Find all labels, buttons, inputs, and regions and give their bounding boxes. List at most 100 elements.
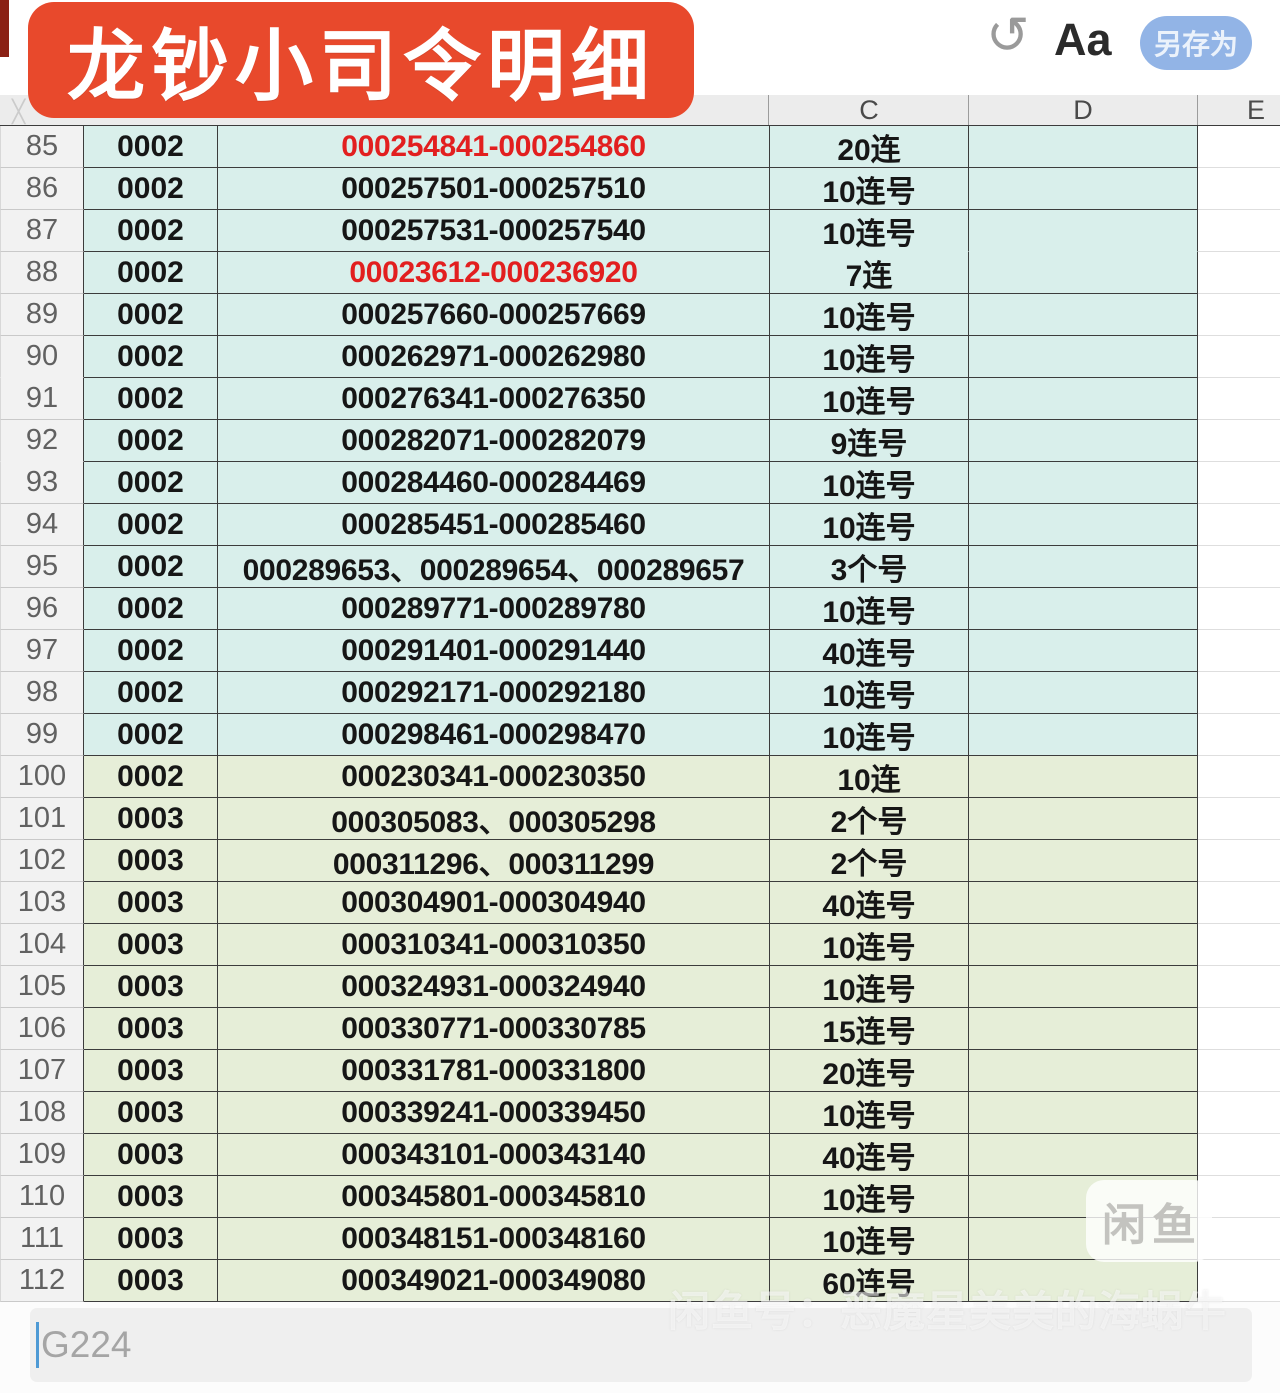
count-cell[interactable]: 10连号 — [770, 1218, 969, 1260]
serial-range-cell[interactable]: 000298461-000298470 — [218, 714, 770, 756]
empty-cell-d[interactable] — [969, 252, 1198, 294]
empty-cell-d[interactable] — [969, 336, 1198, 378]
row-number-cell[interactable]: 92 — [0, 420, 84, 462]
cell-reference-input[interactable]: G224 — [30, 1308, 1252, 1382]
empty-cell-d[interactable] — [969, 714, 1198, 756]
row-number-cell[interactable]: 102 — [0, 840, 84, 882]
prefix-cell[interactable]: 0002 — [84, 588, 218, 630]
empty-cell-d[interactable] — [969, 504, 1198, 546]
prefix-cell[interactable]: 0003 — [84, 1134, 218, 1176]
prefix-cell[interactable]: 0002 — [84, 252, 218, 294]
empty-cell-d[interactable] — [969, 966, 1198, 1008]
empty-cell-d[interactable] — [969, 420, 1198, 462]
empty-cell-e[interactable] — [1198, 966, 1280, 1008]
prefix-cell[interactable]: 0002 — [84, 210, 218, 252]
prefix-cell[interactable]: 0003 — [84, 882, 218, 924]
count-cell[interactable]: 10连号 — [770, 168, 969, 210]
serial-range-cell[interactable]: 000257501-000257510 — [218, 168, 770, 210]
empty-cell-d[interactable] — [969, 588, 1198, 630]
empty-cell-d[interactable] — [969, 168, 1198, 210]
row-number-cell[interactable]: 107 — [0, 1050, 84, 1092]
prefix-cell[interactable]: 0002 — [84, 126, 218, 168]
serial-range-cell[interactable]: 000292171-000292180 — [218, 672, 770, 714]
count-cell[interactable]: 2个号 — [770, 840, 969, 882]
empty-cell-d[interactable] — [969, 1092, 1198, 1134]
empty-cell-d[interactable] — [969, 630, 1198, 672]
empty-cell-e[interactable] — [1198, 546, 1280, 588]
prefix-cell[interactable]: 0002 — [84, 672, 218, 714]
serial-range-cell[interactable]: 000305083、000305298 — [218, 798, 770, 840]
empty-cell-e[interactable] — [1198, 378, 1280, 420]
count-cell[interactable]: 20连号 — [770, 1050, 969, 1092]
row-number-cell[interactable]: 90 — [0, 336, 84, 378]
count-cell[interactable]: 10连号 — [770, 294, 969, 336]
empty-cell-d[interactable] — [969, 1008, 1198, 1050]
empty-cell-e[interactable] — [1198, 252, 1280, 294]
count-cell[interactable]: 10连号 — [770, 1092, 969, 1134]
empty-cell-d[interactable] — [969, 1260, 1198, 1302]
count-cell[interactable]: 10连号 — [770, 924, 969, 966]
prefix-cell[interactable]: 0002 — [84, 756, 218, 798]
serial-range-cell[interactable]: 000331781-000331800 — [218, 1050, 770, 1092]
empty-cell-e[interactable] — [1198, 672, 1280, 714]
serial-range-cell[interactable]: 000257660-000257669 — [218, 294, 770, 336]
prefix-cell[interactable]: 0003 — [84, 1218, 218, 1260]
empty-cell-e[interactable] — [1198, 126, 1280, 168]
row-number-cell[interactable]: 111 — [0, 1218, 84, 1260]
row-number-cell[interactable]: 95 — [0, 546, 84, 588]
row-number-cell[interactable]: 94 — [0, 504, 84, 546]
prefix-cell[interactable]: 0003 — [84, 924, 218, 966]
empty-cell-d[interactable] — [969, 840, 1198, 882]
undo-icon[interactable]: ↺ — [986, 7, 1030, 65]
empty-cell-d[interactable] — [969, 924, 1198, 966]
serial-range-cell[interactable]: 000262971-000262980 — [218, 336, 770, 378]
empty-cell-d[interactable] — [969, 462, 1198, 504]
empty-cell-d[interactable] — [969, 882, 1198, 924]
prefix-cell[interactable]: 0002 — [84, 378, 218, 420]
serial-range-cell[interactable]: 000345801-000345810 — [218, 1176, 770, 1218]
row-number-cell[interactable]: 97 — [0, 630, 84, 672]
serial-range-cell[interactable]: 000276341-000276350 — [218, 378, 770, 420]
prefix-cell[interactable]: 0003 — [84, 840, 218, 882]
row-number-cell[interactable]: 87 — [0, 210, 84, 252]
count-cell[interactable]: 7连 — [770, 252, 969, 294]
empty-cell-e[interactable] — [1198, 1260, 1280, 1302]
empty-cell-e[interactable] — [1198, 210, 1280, 252]
count-cell[interactable]: 3个号 — [770, 546, 969, 588]
serial-range-cell[interactable]: 000285451-000285460 — [218, 504, 770, 546]
row-number-cell[interactable]: 108 — [0, 1092, 84, 1134]
serial-range-cell[interactable]: 000257531-000257540 — [218, 210, 770, 252]
column-header-C[interactable]: C — [859, 95, 879, 125]
row-number-cell[interactable]: 105 — [0, 966, 84, 1008]
row-number-cell[interactable]: 93 — [0, 462, 84, 504]
serial-range-cell[interactable]: 000348151-000348160 — [218, 1218, 770, 1260]
prefix-cell[interactable]: 0003 — [84, 1176, 218, 1218]
empty-cell-e[interactable] — [1198, 840, 1280, 882]
count-cell[interactable]: 2个号 — [770, 798, 969, 840]
count-cell[interactable]: 10连号 — [770, 588, 969, 630]
count-cell[interactable]: 20连 — [770, 126, 969, 168]
prefix-cell[interactable]: 0002 — [84, 420, 218, 462]
empty-cell-e[interactable] — [1198, 294, 1280, 336]
serial-range-cell[interactable]: 000304901-000304940 — [218, 882, 770, 924]
count-cell[interactable]: 15连号 — [770, 1008, 969, 1050]
row-number-cell[interactable]: 85 — [0, 126, 84, 168]
empty-cell-e[interactable] — [1198, 1134, 1280, 1176]
row-number-cell[interactable]: 89 — [0, 294, 84, 336]
empty-cell-d[interactable] — [969, 756, 1198, 798]
count-cell[interactable]: 60连号 — [770, 1260, 969, 1302]
row-number-cell[interactable]: 98 — [0, 672, 84, 714]
prefix-cell[interactable]: 0003 — [84, 798, 218, 840]
row-number-cell[interactable]: 112 — [0, 1260, 84, 1302]
serial-range-cell[interactable]: 000330771-000330785 — [218, 1008, 770, 1050]
count-cell[interactable]: 10连号 — [770, 210, 969, 252]
count-cell[interactable]: 10连号 — [770, 504, 969, 546]
count-cell[interactable]: 10连号 — [770, 714, 969, 756]
empty-cell-d[interactable] — [969, 126, 1198, 168]
count-cell[interactable]: 10连号 — [770, 672, 969, 714]
serial-range-cell[interactable]: 000284460-000284469 — [218, 462, 770, 504]
empty-cell-d[interactable] — [969, 210, 1198, 252]
row-number-cell[interactable]: 88 — [0, 252, 84, 294]
empty-cell-e[interactable] — [1198, 1050, 1280, 1092]
empty-cell-e[interactable] — [1198, 462, 1280, 504]
